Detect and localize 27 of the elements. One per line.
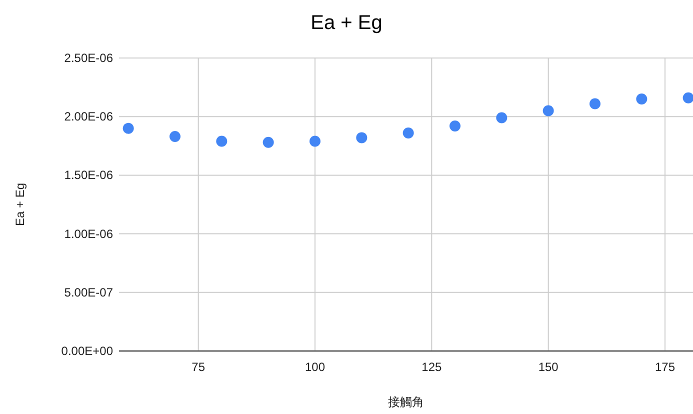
x-tick-label: 100 <box>304 360 326 374</box>
chart-title: Ea + Eg <box>310 12 382 34</box>
point <box>450 120 460 132</box>
y-tick-label: 5.00E-07 <box>64 285 114 300</box>
y-axis-title: Ea + Eg <box>13 182 27 226</box>
point <box>170 131 180 142</box>
point <box>122 122 134 134</box>
point <box>356 132 368 144</box>
point <box>682 92 693 104</box>
y-tick-label: 1.50E-06 <box>64 168 114 182</box>
y-tick-label: 2.00E-06 <box>64 110 114 124</box>
point <box>402 128 414 139</box>
point <box>590 98 600 110</box>
x-axis-title: 接觸角 <box>388 395 424 409</box>
point <box>216 136 228 147</box>
x-tick-label: 75 <box>192 360 206 374</box>
y-tick-label: 1.00E-06 <box>64 226 114 241</box>
x-tick-label: 125 <box>422 360 442 374</box>
point <box>542 105 554 116</box>
x-tick-label: 175 <box>654 360 676 374</box>
y-tick-label: 0.00E+00 <box>61 344 114 358</box>
point <box>496 112 508 124</box>
x-tick-label: 150 <box>538 360 559 374</box>
point <box>310 136 320 147</box>
point <box>262 136 274 148</box>
point <box>636 94 648 105</box>
y-tick-label: 2.50E-06 <box>64 51 114 65</box>
